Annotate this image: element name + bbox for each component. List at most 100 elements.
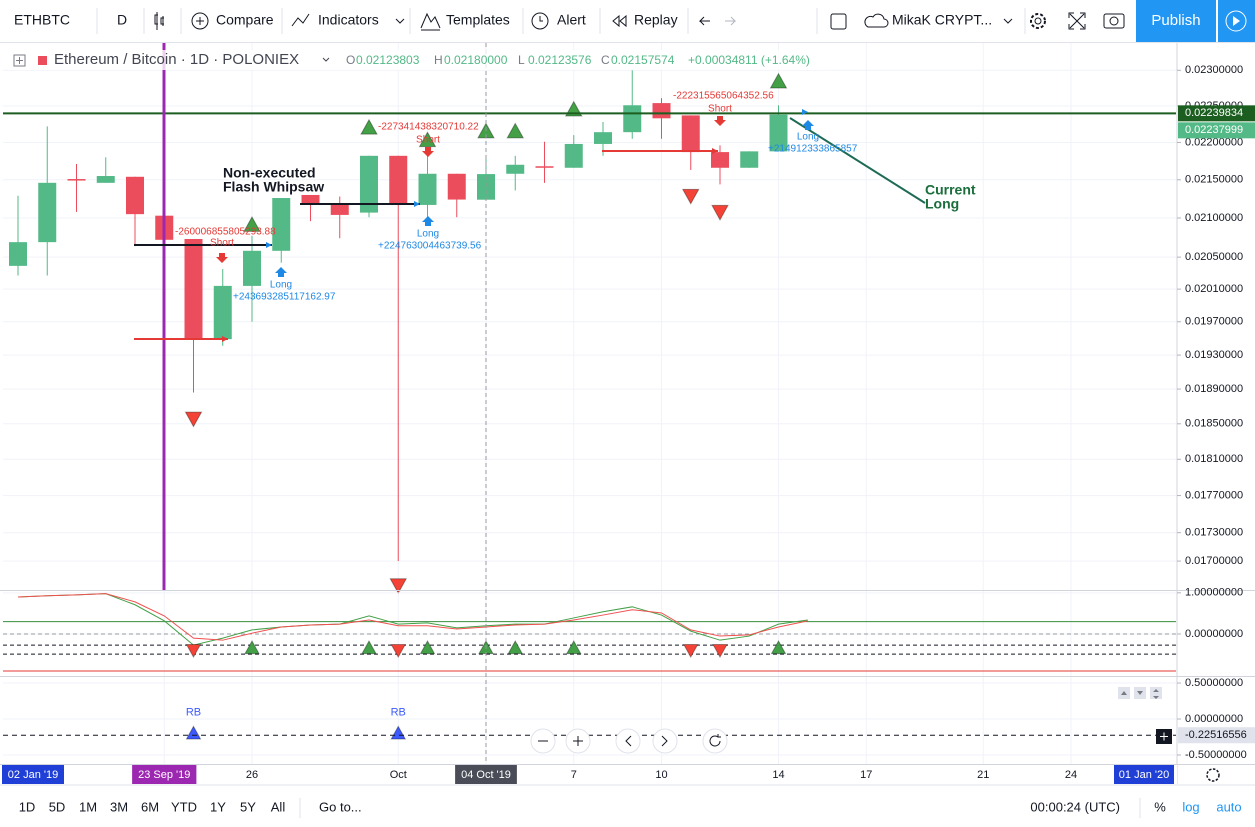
- signal-marker: [185, 643, 202, 659]
- compare-button[interactable]: Compare: [216, 12, 274, 28]
- pane-button-icon: [1121, 691, 1127, 695]
- note: Flash Whipsaw: [223, 179, 324, 195]
- templates-button[interactable]: Templates: [446, 12, 510, 28]
- note: Non-executed: [223, 165, 316, 181]
- x-tick-label: Oct: [390, 769, 407, 781]
- signal-marker: [361, 639, 377, 655]
- publish-button-bg[interactable]: [1136, 0, 1216, 42]
- indicators-icon: [291, 13, 310, 27]
- settings-icon: [1030, 13, 1046, 29]
- range-button[interactable]: 1M: [79, 799, 97, 814]
- templates-icon: [420, 12, 441, 31]
- trade-arrow: [222, 336, 228, 342]
- y-tick-label: 0.02300000: [1185, 64, 1243, 76]
- signal-marker: [565, 639, 582, 655]
- legend-value: 0.02180000: [444, 53, 508, 67]
- log-button[interactable]: log: [1182, 799, 1199, 814]
- candle-body: [243, 250, 261, 286]
- price-label: 0.02239834: [1185, 107, 1243, 119]
- range-button[interactable]: YTD: [171, 799, 197, 814]
- range-button[interactable]: All: [271, 799, 286, 814]
- indicators-button[interactable]: Indicators: [318, 12, 379, 28]
- range-button[interactable]: 5Y: [240, 799, 256, 814]
- range-button[interactable]: 3M: [110, 799, 128, 814]
- candle-body: [681, 115, 700, 153]
- layout-button[interactable]: MikaK CRYPT...: [892, 12, 992, 28]
- candle-body: [769, 114, 788, 152]
- long-pnl: +224763004463739.56: [378, 241, 482, 252]
- long-pnl: +214912333865857: [768, 144, 858, 155]
- axis-settings[interactable]: [1206, 768, 1220, 782]
- candle-body: [126, 176, 144, 215]
- zoom-control-icon: [625, 735, 632, 747]
- marker-label: RB: [391, 706, 406, 718]
- alert-button[interactable]: Alert: [557, 12, 586, 28]
- candle-body: [506, 164, 525, 174]
- range-button[interactable]: 1D: [19, 799, 36, 814]
- y-tick-label: 0.02050000: [1185, 251, 1243, 263]
- short-arrow: [422, 147, 434, 157]
- publish-button[interactable]: Publish: [1151, 12, 1200, 29]
- cloud-icon: [864, 13, 889, 28]
- y-tick-label: 0.50000000: [1185, 677, 1243, 689]
- zoom-control[interactable]: [615, 728, 641, 754]
- candle-body: [96, 176, 115, 183]
- chart-type-icon: [154, 12, 164, 30]
- dropdown-arrow: [395, 18, 405, 24]
- y-tick-label: 0.01970000: [1185, 316, 1243, 328]
- percent-button[interactable]: %: [1154, 799, 1166, 814]
- alert-hands: [539, 16, 543, 22]
- snapshot-lens: [1109, 16, 1119, 26]
- compare-plus: [196, 17, 204, 25]
- range-button[interactable]: 5D: [49, 799, 66, 814]
- y-tick-label: 0.01850000: [1185, 418, 1243, 430]
- signal-marker: [507, 639, 524, 655]
- signal-marker: [390, 725, 407, 740]
- range-button[interactable]: 1Y: [210, 799, 226, 814]
- candle-body: [38, 182, 57, 243]
- candle-body: [652, 103, 671, 119]
- candle-body: [564, 143, 583, 168]
- symbol-button[interactable]: ETHBTC: [14, 12, 70, 28]
- auto-button[interactable]: auto: [1216, 799, 1241, 814]
- trade-arrow: [266, 242, 272, 248]
- title-dropdown: [322, 57, 330, 62]
- fullscreen-icon: [1068, 12, 1086, 30]
- replay-button[interactable]: Replay: [634, 12, 678, 28]
- y-tick-label: 0.02200000: [1185, 136, 1243, 148]
- legend-value: 0.02123803: [356, 53, 420, 67]
- zoom-control[interactable]: [652, 728, 678, 754]
- pane-button-icon: [1153, 689, 1159, 699]
- signal-marker: [389, 578, 408, 595]
- short-pnl: -227341438320710.22: [378, 122, 479, 133]
- zoom-control-icon: [709, 734, 721, 747]
- candle-body: [711, 152, 729, 168]
- indicator-line: [17, 593, 808, 646]
- y-tick-label: 0.01930000: [1185, 349, 1243, 361]
- signal-marker: [418, 131, 437, 148]
- y-tick-label: -0.50000000: [1185, 749, 1247, 761]
- goto-button[interactable]: Go to...: [319, 799, 362, 814]
- x-tick-label: 17: [860, 769, 872, 781]
- candle-body: [740, 151, 759, 168]
- y-tick-label: 0.01700000: [1185, 555, 1243, 567]
- pane-button-icon: [1137, 691, 1143, 695]
- interval-button[interactable]: D: [117, 12, 127, 28]
- short-pnl: -260006855805293.88: [175, 227, 276, 238]
- range-start: 02 Jan '19: [8, 769, 58, 781]
- y-tick-label: 0.01730000: [1185, 527, 1243, 539]
- zoom-control[interactable]: [702, 728, 728, 754]
- bottom-bar: [0, 786, 1255, 827]
- current-note: Current: [925, 182, 976, 198]
- signal-marker: [243, 215, 261, 232]
- candle-body: [418, 173, 437, 205]
- short-arrow: [714, 116, 726, 126]
- range-end: 01 Jan '20: [1119, 769, 1169, 781]
- signal-marker: [419, 639, 436, 655]
- candle-body: [535, 166, 554, 168]
- range-button[interactable]: 6M: [141, 799, 159, 814]
- candle-body: [213, 285, 232, 340]
- y-tick-label: 0.01890000: [1185, 383, 1243, 395]
